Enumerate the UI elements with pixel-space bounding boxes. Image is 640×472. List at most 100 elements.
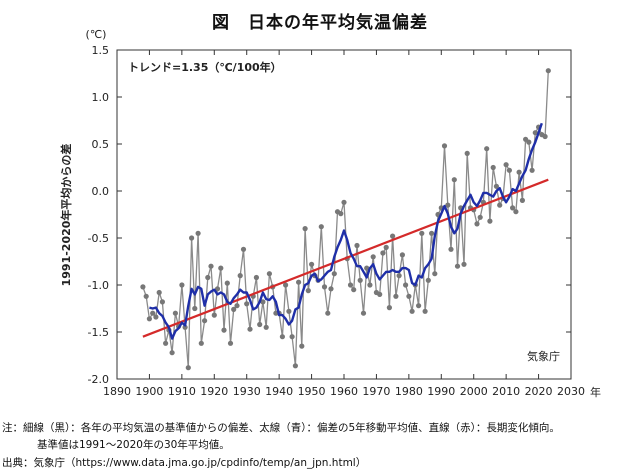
annual-point	[341, 199, 347, 205]
annual-point	[305, 288, 311, 294]
annual-point	[490, 164, 496, 171]
note-line-2: 基準値は1991〜2020年の30年平均値。	[37, 439, 230, 451]
annual-point	[237, 273, 243, 279]
annual-point	[289, 334, 295, 340]
annual-point	[140, 284, 146, 290]
annual-point	[283, 282, 289, 288]
x-axis-unit: 年	[590, 385, 601, 399]
y-tick-label: 0.0	[92, 185, 110, 198]
annual-anomaly-line	[142, 70, 549, 368]
annual-point	[403, 282, 409, 288]
annual-point	[286, 308, 292, 314]
x-tick-label: 1920	[200, 385, 228, 398]
annual-point	[484, 146, 490, 152]
x-tick-label: 1980	[395, 385, 423, 398]
annual-point	[208, 263, 214, 269]
annual-point	[506, 167, 512, 173]
x-tick-label: 2000	[460, 385, 488, 398]
annual-point	[422, 308, 428, 314]
annual-point	[189, 235, 195, 241]
annual-point	[445, 202, 451, 208]
chart-labels: (℃) 年 1991-2020年平均からの差 トレンド=1.35（℃/100年）…	[59, 28, 601, 399]
annual-point	[503, 162, 509, 168]
annual-point	[509, 205, 516, 211]
annual-point	[493, 183, 499, 189]
annual-point	[393, 293, 399, 299]
annual-point	[516, 169, 522, 175]
annual-point	[211, 312, 217, 318]
axes: -2.0 -1.5 -1.0 -0.5 0.0 0.5 1.0 1.5 1890 1900 1910…	[88, 44, 585, 398]
annual-point	[156, 289, 162, 296]
moving-average-line	[149, 122, 543, 340]
annual-point	[477, 214, 483, 220]
annual-point	[419, 230, 425, 236]
annual-point	[240, 246, 247, 252]
y-axis-unit: (℃)	[86, 28, 107, 41]
annual-point	[461, 261, 467, 267]
trend-line	[142, 178, 549, 338]
annual-point	[416, 303, 422, 309]
annual-point	[279, 334, 285, 340]
x-tick-label: 2020	[525, 385, 553, 398]
annual-point	[266, 271, 272, 277]
annual-point	[321, 284, 328, 290]
annual-point	[338, 211, 344, 217]
annual-point	[377, 291, 383, 297]
y-axis-label: 1991-2020年平均からの差	[59, 144, 73, 287]
annual-point	[364, 265, 370, 271]
annual-point	[299, 343, 305, 349]
annual-point	[357, 277, 363, 283]
annual-point	[497, 202, 503, 208]
annual-point	[198, 340, 204, 346]
y-tick-label: -1.5	[88, 326, 109, 339]
x-tick-label: 1910	[168, 385, 196, 398]
annual-point	[153, 314, 159, 320]
x-tick-label: 2010	[492, 385, 520, 398]
annual-point	[163, 340, 169, 346]
annual-point	[464, 150, 470, 156]
annual-point	[253, 274, 259, 281]
annual-point	[218, 265, 224, 271]
annual-point	[513, 209, 519, 215]
annual-point	[227, 340, 234, 346]
annual-point	[309, 261, 315, 267]
annual-point	[231, 306, 237, 312]
annual-point	[425, 277, 431, 283]
annual-point	[390, 233, 396, 239]
annual-point	[205, 274, 211, 281]
annual-point	[370, 254, 376, 260]
annual-point	[260, 299, 266, 305]
annual-point	[360, 310, 367, 316]
trend-annotation: トレンド=1.35（℃/100年）	[128, 60, 282, 74]
annual-point	[545, 68, 551, 74]
annual-point	[519, 197, 526, 203]
annual-point	[380, 250, 386, 256]
annual-point	[396, 273, 402, 279]
y-tick-label: 1.5	[92, 44, 110, 57]
annual-point	[192, 305, 198, 312]
annual-point	[185, 365, 191, 371]
annual-point	[214, 286, 221, 292]
y-tick-label: -2.0	[88, 373, 109, 386]
annual-point	[383, 244, 389, 250]
source-annotation: 気象庁	[527, 349, 560, 363]
annual-point	[529, 167, 535, 173]
annual-point	[302, 226, 308, 232]
annual-point	[367, 282, 373, 288]
x-tick-label: 1940	[265, 385, 293, 398]
annual-point	[347, 282, 354, 288]
annual-point	[474, 221, 480, 227]
annual-point	[263, 324, 269, 330]
annual-point	[351, 287, 357, 293]
annual-point	[409, 308, 415, 314]
x-tick-label: 1890	[103, 385, 131, 398]
annual-point	[542, 133, 548, 140]
annual-point	[221, 327, 227, 333]
annual-point	[318, 224, 324, 230]
x-tick-label: 1930	[233, 385, 261, 398]
x-tick-label: 2030	[557, 385, 585, 398]
annual-point	[441, 143, 448, 149]
x-tick-label: 1970	[362, 385, 390, 398]
annual-point	[195, 230, 201, 236]
page-title: 図 日本の年平均気温偏差	[212, 13, 428, 33]
